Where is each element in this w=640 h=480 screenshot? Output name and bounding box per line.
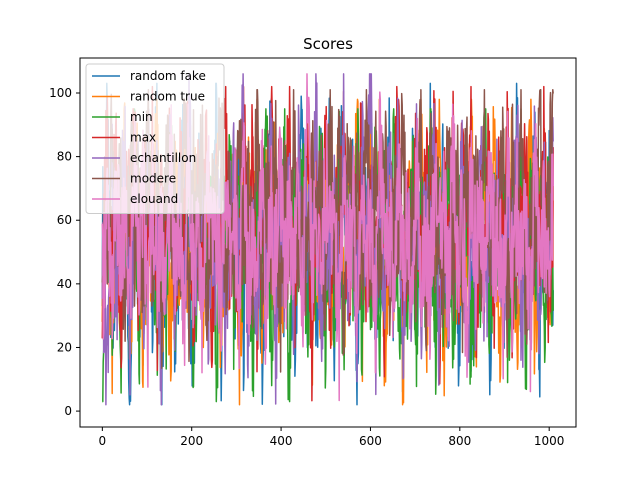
chart-title: Scores [303,35,353,53]
x-tick-label: 600 [359,434,382,448]
legend: random fake random true min max echantillon m… [85,63,225,214]
series-line-elouand [101,73,554,402]
y-tick-label: 80 [57,150,72,164]
legend-entry: echantillon [130,151,196,165]
y-tick-label: 100 [49,86,72,100]
x-tick-label: 400 [270,434,293,448]
series-layer [101,73,554,406]
y-tick-label: 20 [57,340,72,354]
y-tick-label: 60 [57,213,72,227]
x-tick-label: 800 [448,434,471,448]
legend-entry: modere [130,172,176,186]
legend-entry: min [130,110,153,124]
legend-box [85,63,225,214]
plot-frame [79,57,577,428]
y-tick-label: 0 [64,404,72,418]
x-tick-label: 0 [99,434,107,448]
legend-entry: random fake [130,69,206,83]
x-axis: 0 200 400 600 800 1000 [99,427,565,448]
legend-entry: max [130,131,156,145]
legend-entry: elouand [130,192,178,206]
legend-entry: random true [130,90,205,104]
x-tick-label: 1000 [534,434,565,448]
y-axis: 0 20 40 60 80 100 [49,86,80,418]
y-tick-label: 40 [57,277,72,291]
x-tick-label: 200 [180,434,203,448]
